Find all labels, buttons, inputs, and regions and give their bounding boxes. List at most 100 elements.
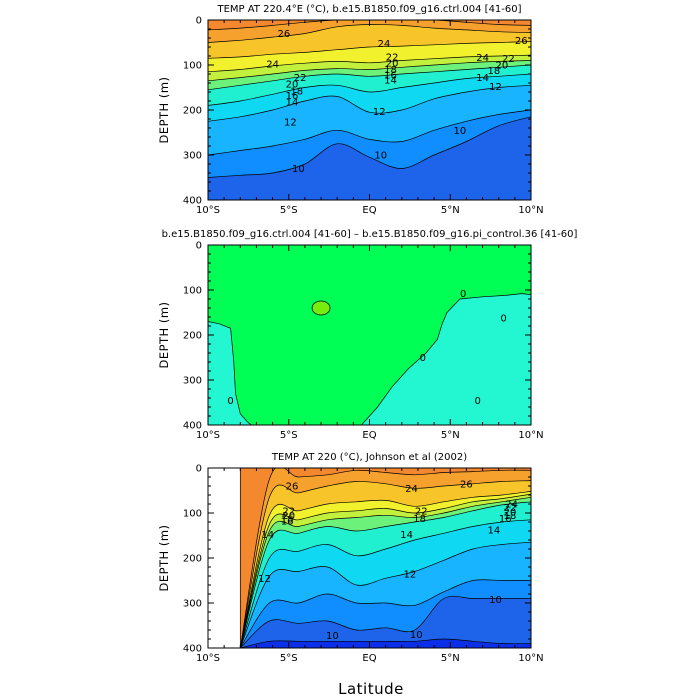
x-tick-label: 5°S: [280, 205, 298, 216]
contour-9: [240, 638, 531, 648]
contour-label: 16: [499, 514, 512, 525]
y-tick-label: 200: [183, 554, 202, 565]
x-tick-label: 10°S: [196, 653, 220, 664]
contour-label: 18: [384, 65, 397, 76]
contour-24: [239, 480, 531, 648]
y-axis-label: DEPTH (m): [157, 524, 171, 591]
contour-18: [239, 496, 531, 648]
contour-27: [208, 20, 531, 31]
contour-label: 10: [489, 595, 502, 606]
x-tick-label: 10°S: [196, 430, 220, 441]
contour-label: 12: [489, 82, 502, 93]
contour-label: 18: [504, 511, 517, 522]
contour-label: 14: [384, 75, 397, 86]
contour-label: 16: [281, 517, 294, 528]
y-tick-label: 400: [183, 644, 202, 655]
contour-label: 20: [286, 79, 299, 90]
contour-label: 22: [386, 52, 399, 63]
contour-label: 0: [460, 289, 466, 300]
contour-20: [239, 493, 531, 648]
contour-label: 14: [400, 530, 413, 541]
y-tick-label: 200: [183, 331, 202, 342]
panel-title: TEMP AT 220.4°E (°C), b.e15.B1850.f09_g1…: [216, 4, 521, 15]
panel-title: TEMP AT 220 (°C), Johnson et al (2002): [271, 452, 467, 463]
fill-band-24: [240, 468, 531, 648]
contour-label: 26: [286, 482, 299, 493]
contour-label: 24: [405, 484, 418, 495]
contour-label: 20: [504, 508, 517, 519]
negative-region-north: [360, 293, 531, 425]
x-tick-label: 10°N: [518, 205, 543, 216]
x-tick-label: 10°S: [196, 205, 220, 216]
contour-label: 26: [460, 479, 473, 490]
x-tick-label: 5°S: [280, 653, 298, 664]
contour-11: [208, 109, 531, 156]
contour-label: 18: [290, 87, 303, 98]
contour-label: 0: [227, 396, 233, 407]
y-tick-label: 300: [183, 151, 202, 162]
x-tick-label: 5°N: [441, 430, 460, 441]
contour-label: 10: [292, 164, 305, 175]
y-tick-label: 100: [183, 286, 202, 297]
contour-label: 14: [261, 530, 274, 541]
contour-label: 24: [505, 500, 518, 511]
contour-label: 16: [384, 70, 397, 81]
y-tick-label: 400: [183, 421, 202, 432]
x-tick-label: 5°S: [280, 430, 298, 441]
y-tick-label: 100: [183, 509, 202, 520]
contour-label: 22: [282, 506, 295, 517]
contour-13: [239, 519, 531, 648]
contour-18: [208, 64, 531, 91]
negative-region-south: [208, 321, 253, 425]
plot-area: 0 0 0 0 0: [208, 245, 531, 425]
contour-label: 22: [504, 503, 517, 514]
contour-12: [208, 84, 531, 122]
contour-label: 12: [373, 107, 386, 118]
contour-label: 10: [454, 126, 467, 137]
contour-label: 20: [496, 61, 509, 72]
contour-label: 22: [415, 507, 428, 518]
contour-label: 16: [286, 91, 299, 102]
x-tick-label: EQ: [362, 430, 376, 441]
contour-label: 10: [326, 631, 339, 642]
contour-22: [208, 54, 531, 73]
contour-label: 18: [281, 514, 294, 525]
x-tick-label: 10°N: [518, 653, 543, 664]
y-tick-label: 100: [183, 61, 202, 72]
contour-label: 0: [500, 313, 506, 324]
contour-20: [208, 60, 531, 82]
contour-label: 20: [282, 511, 295, 522]
contour-label: 14: [476, 73, 489, 84]
contour-24: [208, 41, 531, 59]
x-axis-label: Latitude: [338, 680, 404, 698]
contour-label: 18: [488, 66, 501, 77]
contour-label: 0: [420, 353, 426, 364]
x-tick-label: 5°N: [441, 653, 460, 664]
contour-label: 24: [476, 53, 489, 64]
contour-22: [239, 491, 531, 648]
contour-label: 12: [404, 569, 417, 580]
contour-11: [240, 579, 531, 648]
x-tick-label: EQ: [362, 205, 376, 216]
contour-label: 14: [286, 97, 299, 108]
y-axis-label: DEPTH (m): [157, 301, 171, 368]
contour-14: [239, 501, 531, 648]
contour-label: 12: [258, 574, 271, 585]
panel-title: b.e15.B1850.f09_g16.ctrl.004 [41-60] – b…: [162, 229, 578, 240]
contour-10: [208, 116, 531, 178]
contour-12: [239, 541, 531, 648]
x-tick-label: 5°N: [441, 205, 460, 216]
contour-label: 20: [386, 59, 399, 70]
contour-14: [208, 73, 531, 106]
contour-label: 26: [278, 29, 291, 40]
contour-10: [240, 595, 531, 648]
contour-label: 24: [378, 39, 391, 50]
contour-26: [239, 468, 531, 648]
y-tick-label: 0: [196, 464, 202, 475]
contour-label: 24: [266, 60, 279, 71]
x-tick-label: 10°N: [518, 430, 543, 441]
